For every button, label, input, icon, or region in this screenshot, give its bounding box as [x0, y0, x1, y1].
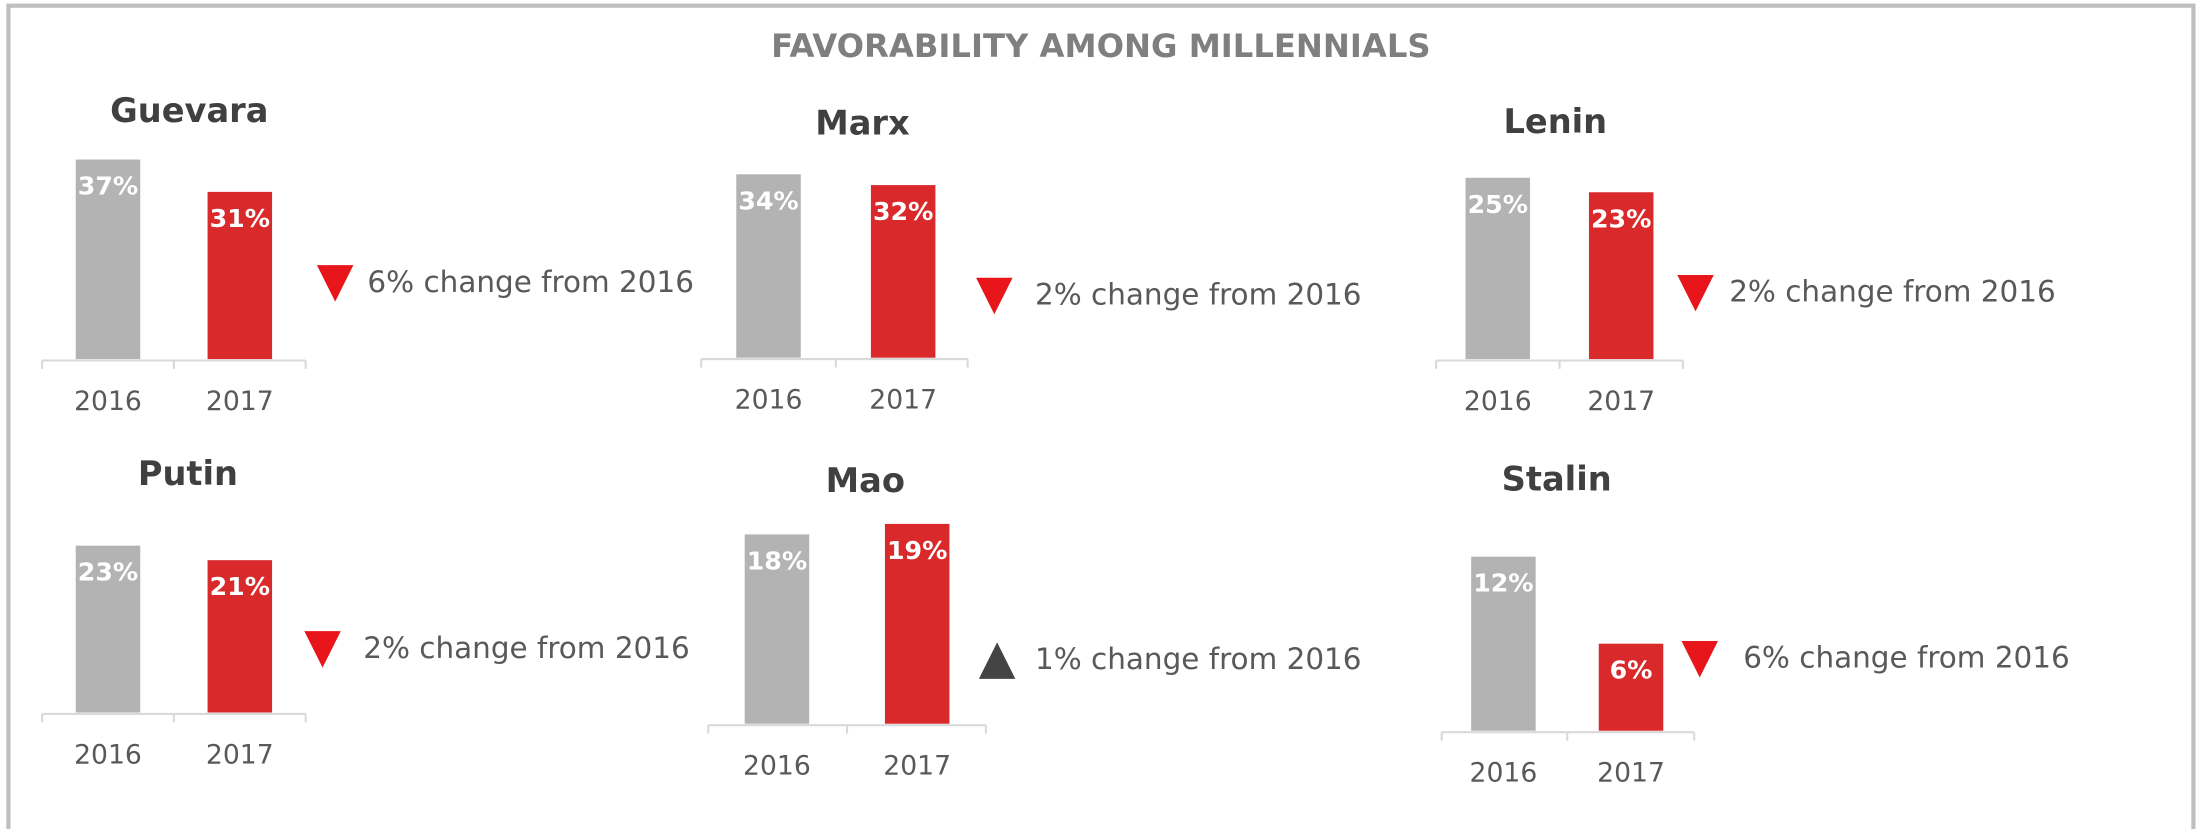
bar [207, 191, 273, 360]
chart-title: Putin [138, 454, 238, 493]
bar [870, 185, 936, 358]
value-label: 37% [78, 172, 138, 201]
bar [884, 523, 950, 724]
bar [744, 534, 810, 724]
change-annotation: 6% change from 2016 [367, 265, 694, 299]
change-annotation: 2% change from 2016 [1035, 277, 1362, 311]
trend-arrow [976, 277, 1013, 315]
chart-title: Guevara [110, 91, 268, 130]
x-tick-label: 2017 [206, 739, 274, 770]
frame [6, 3, 2196, 829]
x-tick-label: 2016 [74, 739, 142, 770]
chart-title: Mao [826, 461, 905, 500]
bar [1471, 556, 1536, 731]
value-label: 23% [78, 558, 138, 587]
x-tick-label: 2017 [1587, 386, 1655, 417]
bar [207, 560, 273, 713]
x-tick-label: 2016 [1470, 758, 1538, 789]
change-annotation: 1% change from 2016 [1035, 642, 1362, 676]
page-title: FAVORABILITY AMONG MILLENNIALS [771, 27, 1431, 65]
x-tick-label: 2017 [883, 751, 951, 782]
bar [1588, 192, 1654, 360]
value-label: 19% [887, 536, 947, 565]
trend-arrow [1677, 274, 1714, 312]
x-tick-label: 2017 [1597, 758, 1665, 789]
value-label: 12% [1473, 569, 1533, 598]
bar [1598, 643, 1664, 731]
x-tick-label: 2016 [74, 386, 142, 417]
value-label: 25% [1468, 190, 1528, 219]
change-annotation: 2% change from 2016 [363, 631, 690, 665]
trend-arrow [978, 642, 1016, 679]
bar [75, 159, 141, 360]
value-label: 21% [210, 572, 270, 601]
x-tick-label: 2016 [1464, 386, 1532, 417]
bar [736, 174, 801, 358]
chart-title: Stalin [1502, 460, 1612, 499]
value-label: 6% [1610, 656, 1653, 685]
x-tick-label: 2016 [735, 385, 803, 416]
value-label: 18% [747, 546, 807, 575]
bar [75, 545, 141, 713]
x-tick-label: 2016 [743, 751, 811, 782]
change-annotation: 2% change from 2016 [1729, 275, 2056, 309]
x-tick-label: 2017 [206, 386, 274, 417]
value-label: 34% [738, 186, 798, 215]
value-label: 23% [1591, 204, 1651, 233]
value-label: 32% [873, 197, 933, 226]
x-tick-label: 2017 [869, 385, 937, 416]
trend-arrow [1681, 640, 1718, 678]
chart-title: Lenin [1503, 102, 1607, 141]
value-label: 31% [210, 204, 270, 233]
chart-title: Marx [815, 103, 910, 142]
trend-arrow [316, 265, 354, 302]
bar [1465, 177, 1531, 360]
change-annotation: 6% change from 2016 [1743, 641, 2070, 675]
trend-arrow [304, 631, 341, 668]
